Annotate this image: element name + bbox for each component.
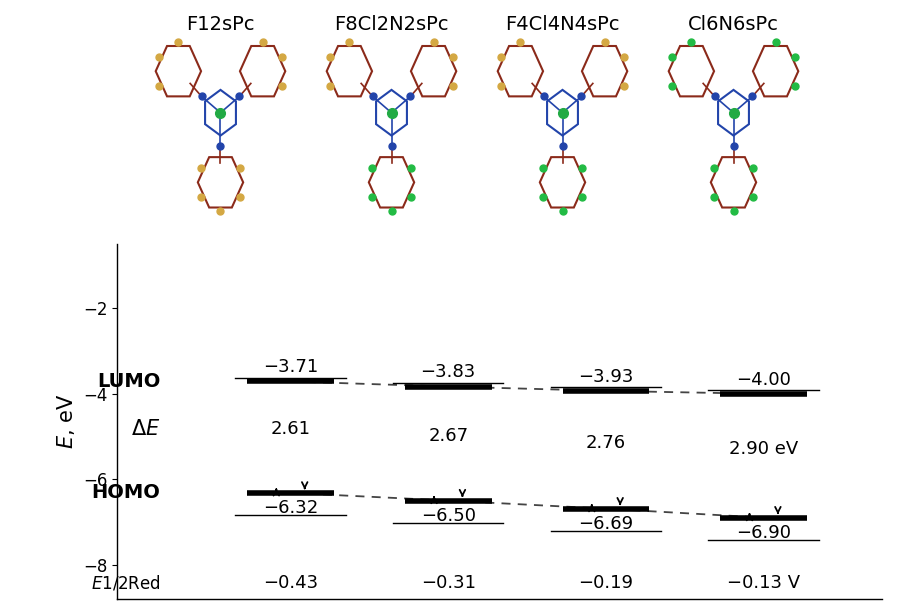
Text: 2.76: 2.76	[586, 434, 626, 452]
Text: HOMO: HOMO	[92, 483, 160, 502]
Text: −6.90: −6.90	[736, 524, 791, 541]
Text: −6.69: −6.69	[579, 514, 634, 533]
Text: F12sPc: F12sPc	[186, 15, 255, 34]
Text: $\mathit{E}$1/2Red: $\mathit{E}$1/2Red	[91, 573, 160, 592]
Text: −0.43: −0.43	[263, 574, 318, 591]
Text: −3.83: −3.83	[420, 364, 476, 381]
Text: −6.50: −6.50	[420, 507, 476, 525]
Text: F4Cl4N4sPc: F4Cl4N4sPc	[505, 15, 620, 34]
Text: Cl6N6sPc: Cl6N6sPc	[688, 15, 778, 34]
Text: F8Cl2N2sPc: F8Cl2N2sPc	[334, 15, 449, 34]
Text: −0.19: −0.19	[579, 574, 634, 591]
Text: 2.90 eV: 2.90 eV	[729, 441, 798, 458]
Y-axis label: $\mathit{E}$, eV: $\mathit{E}$, eV	[55, 394, 77, 449]
Text: −0.13 V: −0.13 V	[727, 574, 800, 591]
Text: LUMO: LUMO	[97, 372, 160, 391]
Text: 2.67: 2.67	[428, 426, 468, 445]
Text: −6.32: −6.32	[263, 499, 318, 517]
Text: $\Delta \mathit{E}$: $\Delta \mathit{E}$	[130, 419, 160, 439]
Text: −4.00: −4.00	[736, 371, 791, 389]
Text: 2.61: 2.61	[271, 420, 310, 438]
Text: −0.31: −0.31	[420, 574, 476, 591]
Text: −3.93: −3.93	[579, 368, 634, 386]
Text: −3.71: −3.71	[263, 358, 318, 376]
